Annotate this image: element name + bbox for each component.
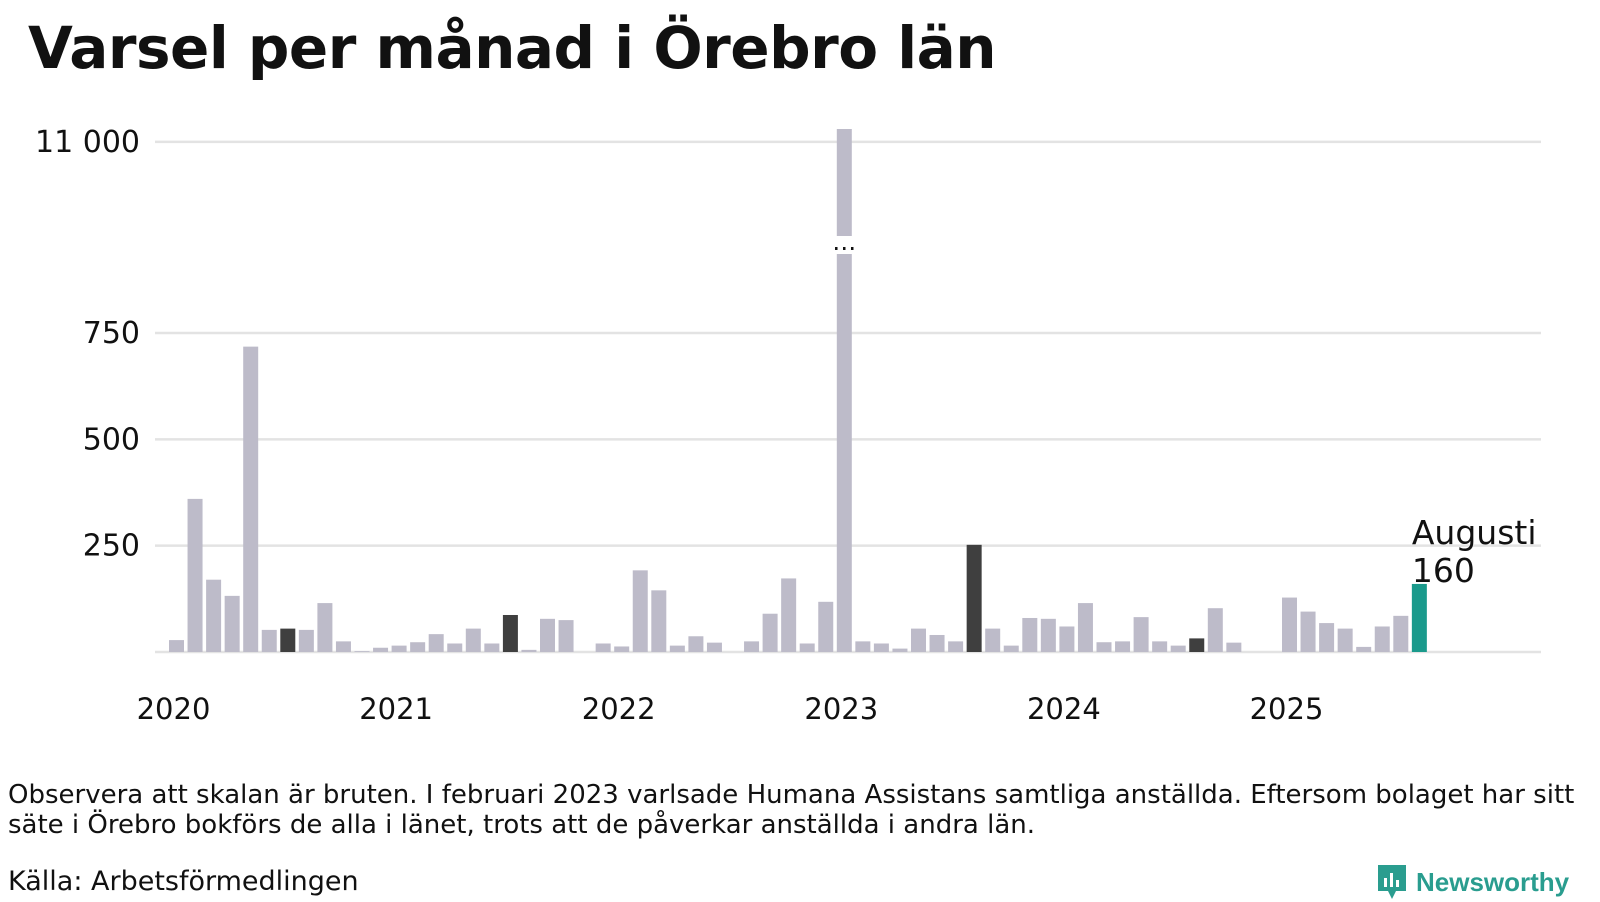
chart-note: Observera att skalan är bruten. I februa… [8, 780, 1575, 840]
bar [1207, 608, 1223, 652]
bar [614, 646, 630, 652]
bar [1356, 646, 1372, 652]
bar [669, 645, 685, 652]
bar [929, 634, 945, 652]
bar [224, 595, 240, 652]
bar [540, 618, 555, 652]
bar [948, 641, 964, 652]
axis-break-marker: … [832, 228, 856, 256]
bar [966, 544, 982, 652]
bar [595, 643, 611, 652]
bar [298, 629, 314, 652]
source-credit: Källa: Arbetsförmedlingen [8, 866, 359, 897]
x-tick-label: 2020 [137, 692, 211, 726]
bar [1022, 617, 1038, 652]
bar [1152, 641, 1168, 652]
bar [688, 636, 704, 652]
bar [521, 649, 537, 652]
bar [1282, 597, 1297, 652]
bar [855, 641, 871, 652]
bar [911, 628, 926, 652]
bar [1226, 642, 1242, 652]
bar [1077, 603, 1093, 652]
axis-break-gap [834, 236, 854, 254]
bar [502, 614, 518, 652]
bar [651, 590, 667, 652]
bar [985, 628, 1001, 652]
bar [317, 603, 333, 652]
bar [447, 643, 463, 652]
bar [818, 601, 834, 652]
bar [1337, 628, 1353, 652]
bar [781, 578, 797, 652]
bars: … [169, 129, 1427, 652]
bar [280, 628, 296, 652]
annotation-month: Augusti [1412, 513, 1537, 552]
x-tick-label: 2025 [1250, 692, 1324, 726]
bar [261, 629, 277, 652]
brand-name: Newsworthy [1416, 866, 1570, 897]
bar [762, 613, 778, 652]
bar [1393, 615, 1409, 652]
bar [1374, 626, 1390, 652]
bar [706, 642, 722, 652]
bar [465, 628, 481, 652]
newsworthy-logo: Newsworthy [1376, 862, 1569, 902]
bar [873, 643, 889, 652]
bar [335, 641, 351, 652]
bar [744, 641, 760, 652]
bar-current [1411, 583, 1427, 652]
chart-title: Varsel per månad i Örebro län [28, 14, 997, 82]
x-tick-label: 2023 [804, 692, 878, 726]
y-axis: 250 500 750 11 000 [35, 125, 140, 564]
bar [410, 642, 426, 652]
bar [1170, 645, 1186, 652]
bar [632, 570, 648, 652]
bar [169, 640, 184, 652]
x-tick-label: 2022 [582, 692, 656, 726]
bar [892, 648, 908, 652]
y-tick-label: 500 [83, 422, 140, 457]
bar [243, 346, 259, 652]
bar [1133, 617, 1149, 652]
bar [1003, 645, 1019, 652]
x-tick-label: 2024 [1027, 692, 1101, 726]
bar [391, 645, 407, 652]
x-tick-label: 2021 [359, 692, 433, 726]
y-tick-label: 750 [83, 316, 140, 351]
bar [1300, 611, 1316, 652]
bar [373, 647, 389, 652]
y-tick-label: 250 [83, 529, 140, 564]
bar [1059, 626, 1075, 652]
bar [187, 498, 203, 652]
bar [354, 651, 370, 652]
y-tick-label: 11 000 [35, 125, 140, 160]
bar [836, 129, 852, 652]
bar [1319, 623, 1335, 652]
bar [1096, 642, 1112, 652]
bar [799, 643, 815, 652]
bar [484, 643, 500, 652]
newsworthy-logo-icon [1378, 865, 1406, 899]
bar [428, 634, 444, 652]
bar [558, 620, 574, 652]
bar [1115, 641, 1131, 652]
bar [1040, 618, 1056, 652]
bar [206, 579, 222, 652]
bar [1189, 638, 1205, 652]
annotation-value: 160 [1412, 551, 1475, 590]
x-axis: 2020 2021 2022 2023 2024 2025 [137, 692, 1324, 726]
